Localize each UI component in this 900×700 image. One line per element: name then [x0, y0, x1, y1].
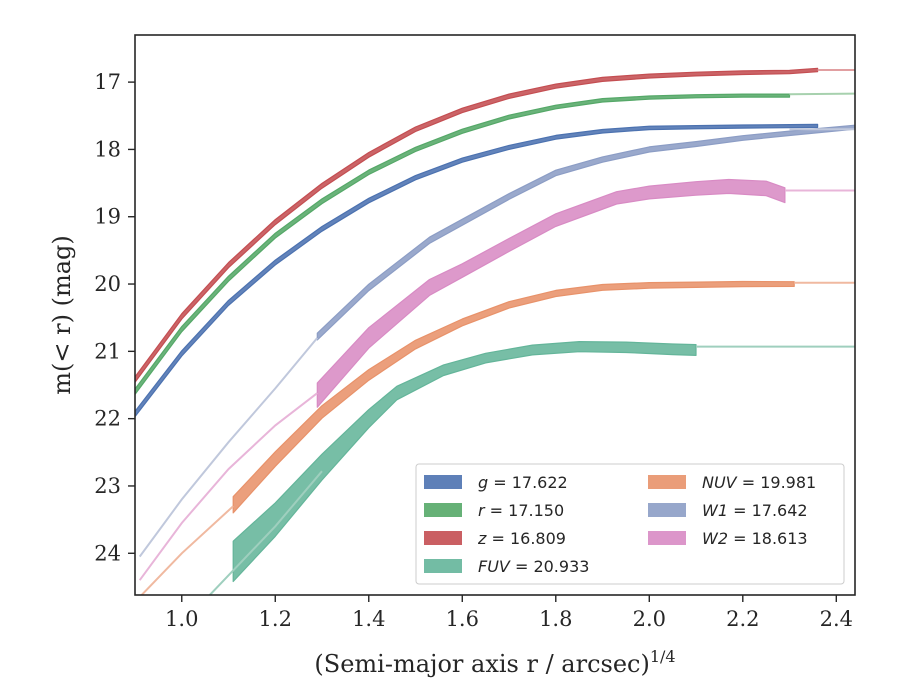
y-tick-label: 20	[94, 272, 121, 296]
legend-label-W2: W2 = 18.613	[702, 529, 808, 548]
x-tick-label: 2.2	[726, 607, 759, 631]
series-band-z	[135, 67, 819, 383]
y-tick-label: 19	[94, 205, 121, 229]
legend-label-g: g = 17.622	[478, 473, 568, 492]
legend-swatch-NUV	[648, 475, 686, 489]
series-band-W2	[316, 178, 786, 408]
y-tick-label: 21	[94, 339, 121, 363]
y-tick-label: 24	[94, 541, 121, 565]
y-axis-label: m(< r) (mag)	[48, 235, 76, 394]
legend-swatch-g	[424, 475, 462, 489]
extrapolation-line-W1	[138, 337, 319, 558]
x-tick-label: 1.6	[446, 607, 479, 631]
extrapolation-line-FUV	[209, 470, 323, 595]
series-bands	[135, 67, 855, 583]
legend: g = 17.622 r = 17.150 z = 16.809 FUV = 20.9…	[415, 463, 845, 585]
x-tick-label: 2.0	[633, 607, 666, 631]
x-tick-label: 1.8	[539, 607, 572, 631]
extrapolation-line-NUV	[140, 505, 234, 595]
legend-swatch-FUV	[424, 559, 462, 573]
legend-label-W1: W1 = 17.642	[702, 501, 808, 520]
series-band-NUV	[232, 280, 795, 514]
x-tick-label: 2.4	[820, 607, 853, 631]
legend-label-FUV: FUV = 20.933	[478, 557, 589, 576]
series-band-r	[135, 93, 791, 395]
x-tick-label: 1.0	[165, 607, 198, 631]
extrapolation-line-W2	[138, 392, 318, 581]
plot-frame	[134, 34, 856, 596]
y-tick-label: 17	[94, 70, 121, 94]
x-axis-ticks: 1.0 1.2 1.4 1.6 1.8 2.0 2.2 2.4	[165, 595, 853, 631]
legend-label-r: r = 17.150	[478, 501, 564, 520]
y-tick-label: 23	[94, 474, 121, 498]
extrapolation-lines	[138, 69, 855, 595]
legend-swatch-z	[424, 531, 462, 545]
series-band-W1	[316, 124, 855, 341]
extrapolation-line-r	[789, 92, 855, 96]
legend-swatch-r	[424, 503, 462, 517]
legend-label-z: z = 16.809	[477, 529, 566, 548]
x-tick-label: 1.2	[259, 607, 292, 631]
legend-swatch-W2	[648, 531, 686, 545]
x-tick-label: 1.4	[352, 607, 385, 631]
legend-box	[415, 463, 845, 585]
x-axis-label: (Semi-major axis r / arcsec)1/4	[314, 647, 675, 678]
series-band-FUV	[232, 341, 697, 583]
y-tick-label: 18	[94, 137, 121, 161]
series-band-g	[135, 123, 819, 418]
y-axis-ticks: 17 18 19 20 21 22 23 24	[94, 70, 135, 565]
legend-label-NUV: NUV = 19.981	[702, 473, 816, 492]
legend-swatch-W1	[648, 503, 686, 517]
y-tick-label: 22	[94, 407, 121, 431]
